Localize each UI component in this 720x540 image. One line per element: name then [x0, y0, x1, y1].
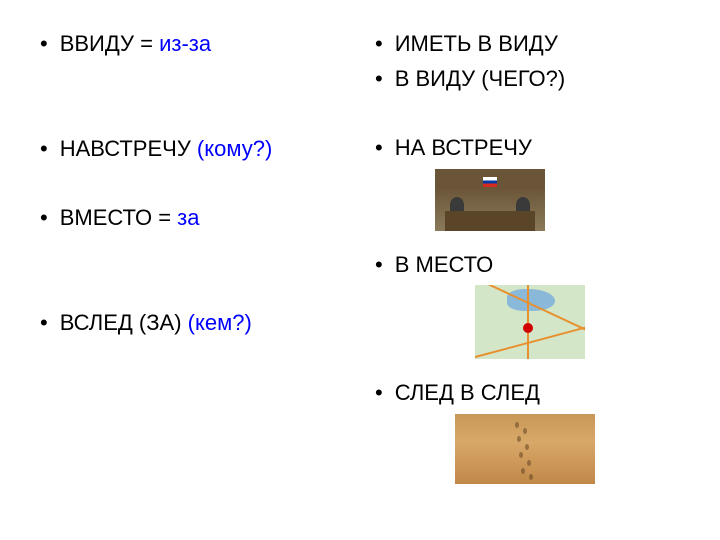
bullet-icon: •	[375, 30, 383, 59]
bullet-icon: •	[375, 379, 383, 408]
marker-dot	[523, 323, 533, 333]
left-column: • ВВИДУ = из-за • НАВСТРЕЧУ (кому?) • ВМ…	[40, 30, 345, 484]
flag-icon	[483, 177, 497, 187]
footprint	[525, 444, 529, 450]
footprint	[515, 422, 519, 428]
bullet-icon: •	[40, 309, 48, 338]
slide-columns: • ВВИДУ = из-за • НАВСТРЕЧУ (кому?) • ВМ…	[40, 30, 680, 484]
left-item-2: • НАВСТРЕЧУ (кому?)	[40, 135, 345, 164]
v-vidu-chego: В ВИДУ (ЧЕГО?)	[395, 65, 566, 94]
footprint	[523, 428, 527, 434]
bullet-icon: •	[375, 65, 383, 94]
map-image	[475, 285, 585, 359]
imet-v-vidu: ИМЕТЬ В ВИДУ	[395, 30, 558, 59]
right-column: • ИМЕТЬ В ВИДУ • В ВИДУ (ЧЕГО?) • НА ВСТ…	[375, 30, 680, 484]
footprint	[529, 474, 533, 480]
bullet-icon: •	[40, 204, 48, 233]
meeting-image	[435, 169, 545, 231]
vsled-blue: (кем?)	[188, 310, 252, 335]
vvidu-text: ВВИДУ = из-за	[60, 30, 211, 59]
right-item-1b: • В ВИДУ (ЧЕГО?)	[375, 65, 680, 94]
vsled-text: ВСЛЕД (ЗА) (кем?)	[60, 309, 252, 338]
desk	[445, 211, 535, 231]
bullet-icon: •	[375, 134, 383, 163]
meeting-image-wrap	[435, 169, 680, 231]
right-item-1a: • ИМЕТЬ В ВИДУ	[375, 30, 680, 59]
left-item-3: • ВМЕСТО = за	[40, 204, 345, 233]
sand-image-wrap	[455, 414, 680, 484]
lake	[507, 289, 555, 311]
bullet-icon: •	[40, 30, 48, 59]
vmesto-text: ВМЕСТО = за	[60, 204, 200, 233]
navstrechu-black: НАВСТРЕЧУ	[60, 136, 197, 161]
footprint	[517, 436, 521, 442]
right-item-4: • СЛЕД В СЛЕД	[375, 379, 680, 408]
sled-v-sled: СЛЕД В СЛЕД	[395, 379, 540, 408]
vmesto-black: ВМЕСТО =	[60, 205, 177, 230]
na-vstrechu: НА ВСТРЕЧУ	[395, 134, 532, 163]
v-mesto: В МЕСТО	[395, 251, 494, 280]
map-image-wrap	[475, 285, 680, 359]
footprints-image	[455, 414, 595, 484]
footprint	[519, 452, 523, 458]
vvidu-blue: из-за	[159, 31, 211, 56]
left-item-1: • ВВИДУ = из-за	[40, 30, 345, 59]
right-item-3: • В МЕСТО	[375, 251, 680, 280]
navstrechu-blue: (кому?)	[197, 136, 272, 161]
footprint	[527, 460, 531, 466]
right-item-2: • НА ВСТРЕЧУ	[375, 134, 680, 163]
vsled-black: ВСЛЕД (ЗА)	[60, 310, 188, 335]
road	[527, 285, 529, 359]
bullet-icon: •	[375, 251, 383, 280]
vvidu-black: ВВИДУ =	[60, 31, 159, 56]
bullet-icon: •	[40, 135, 48, 164]
vmesto-blue: за	[177, 205, 199, 230]
left-item-4: • ВСЛЕД (ЗА) (кем?)	[40, 309, 345, 338]
navstrechu-text: НАВСТРЕЧУ (кому?)	[60, 135, 273, 164]
footprint	[521, 468, 525, 474]
